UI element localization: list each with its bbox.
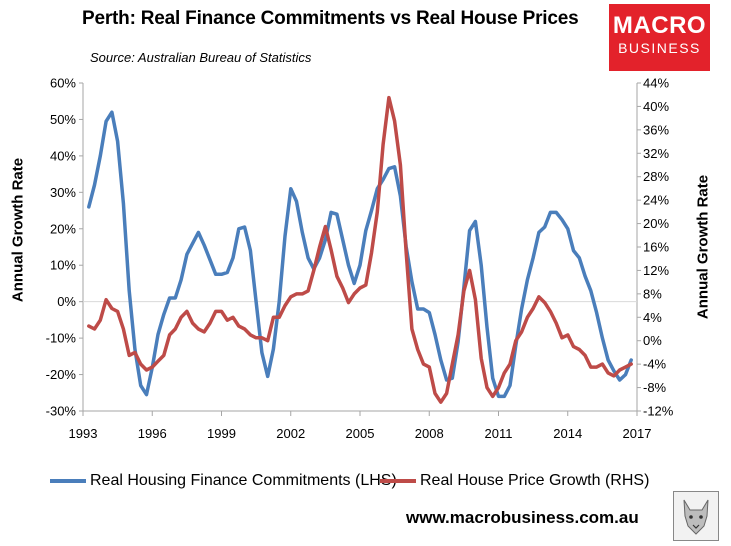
x-tick-label: 1993 xyxy=(69,426,98,441)
right-tick-label: -4% xyxy=(643,357,667,372)
legend-label-house-price: Real House Price Growth (RHS) xyxy=(420,472,650,489)
x-tick-label: 2011 xyxy=(485,426,513,441)
left-tick-label: 40% xyxy=(50,148,76,163)
right-tick-label: 20% xyxy=(643,216,669,231)
left-tick-label: 60% xyxy=(50,76,76,91)
macrobusiness-logo: MACRO BUSINESS xyxy=(609,4,710,71)
chart-subtitle: Source: Australian Bureau of Statistics xyxy=(90,50,312,65)
legend-swatch-finance xyxy=(50,479,86,483)
right-tick-label: 40% xyxy=(643,99,669,114)
left-tick-label: -10% xyxy=(46,331,77,346)
website-url[interactable]: www.macrobusiness.com.au xyxy=(406,508,639,527)
left-tick-label: -20% xyxy=(46,367,77,382)
series-line-house-price xyxy=(87,95,633,404)
right-tick-label: 12% xyxy=(643,263,669,278)
legend-label-finance: Real Housing Finance Commitments (LHS) xyxy=(90,472,397,489)
right-tick-label: -8% xyxy=(643,380,667,395)
right-tick-label: -12% xyxy=(643,404,674,419)
left-tick-label: 20% xyxy=(50,221,76,236)
wolf-logo-icon xyxy=(673,491,719,541)
x-tick-label: 2008 xyxy=(415,426,444,441)
left-tick-label: 10% xyxy=(50,258,76,273)
right-tick-label: 0% xyxy=(643,333,662,348)
legend-swatch-house-price xyxy=(380,479,416,483)
left-tick-label: 30% xyxy=(50,185,76,200)
left-tick-label: 0% xyxy=(57,294,76,309)
x-tick-label: 2017 xyxy=(623,426,652,441)
left-tick-label: 50% xyxy=(50,112,76,127)
x-tick-label: 2014 xyxy=(553,426,582,441)
left-tick-label: -30% xyxy=(46,404,77,419)
legend-item-finance: Real Housing Finance Commitments (LHS) xyxy=(50,472,397,490)
right-tick-label: 4% xyxy=(643,310,662,325)
x-tick-label: 2005 xyxy=(346,426,375,441)
right-tick-label: 24% xyxy=(643,193,669,208)
right-tick-label: 8% xyxy=(643,286,662,301)
right-tick-label: 32% xyxy=(643,146,669,161)
logo-line-1: MACRO xyxy=(612,12,707,39)
right-tick-label: 44% xyxy=(643,76,669,91)
right-tick-label: 36% xyxy=(643,122,669,137)
series-line-finance xyxy=(87,110,633,399)
right-tick-label: 28% xyxy=(643,169,669,184)
chart-title: Perth: Real Finance Commitments vs Real … xyxy=(82,8,579,29)
x-tick-label: 1999 xyxy=(207,426,236,441)
logo-line-2: BUSINESS xyxy=(618,40,701,56)
legend-item-house-price: Real House Price Growth (RHS) xyxy=(380,472,649,490)
right-tick-label: 16% xyxy=(643,240,669,255)
x-tick-label: 1996 xyxy=(138,426,167,441)
x-tick-label: 2002 xyxy=(276,426,305,441)
